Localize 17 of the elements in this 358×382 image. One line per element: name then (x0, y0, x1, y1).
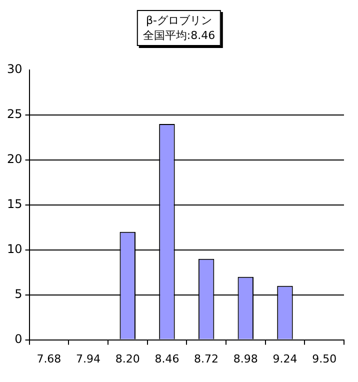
chart-subtitle: 全国平均:8.46 (142, 28, 216, 43)
y-tick-label: 15 (6, 197, 22, 212)
chart-title: β-グロブリン (145, 13, 213, 28)
x-tick-label: 7.94 (76, 352, 101, 366)
x-tick-label: 9.24 (272, 352, 298, 366)
y-tick-label: 20 (6, 152, 22, 166)
x-tick-label: 7.68 (36, 352, 62, 366)
y-tick-label: 10 (6, 242, 22, 256)
y-tick-label: 0 (14, 332, 22, 346)
x-tick-label: 8.98 (233, 352, 258, 366)
x-tick-label: 8.72 (194, 352, 219, 366)
x-tick-label: 8.20 (115, 352, 140, 366)
y-tick-label: 30 (6, 62, 22, 76)
y-tick-label: 5 (14, 286, 22, 301)
x-tick-label: 9.50 (312, 352, 337, 366)
x-tick-label: 8.46 (154, 352, 180, 366)
y-tick-label: 25 (6, 107, 22, 122)
